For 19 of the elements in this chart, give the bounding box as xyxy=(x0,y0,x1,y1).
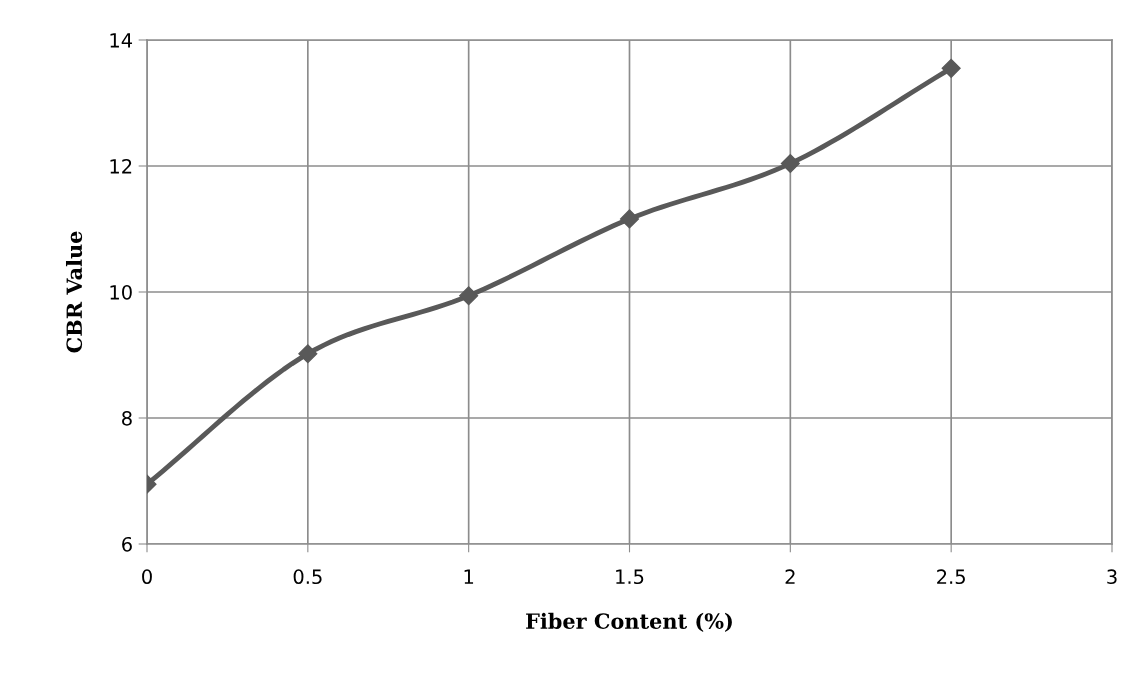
point xyxy=(780,153,800,174)
point xyxy=(459,286,479,306)
y-axis-title: CBR Value xyxy=(65,231,83,353)
y-tick-label: 14 xyxy=(110,33,133,48)
x-tick-label: 0.5 xyxy=(293,569,322,585)
y-tick-label: 8 xyxy=(122,410,132,426)
x-tick-label: 1 xyxy=(464,569,474,584)
point xyxy=(941,58,961,78)
point xyxy=(619,209,640,229)
point xyxy=(298,344,318,364)
x-axis-title: Fiber Content (%) xyxy=(526,612,732,632)
x-tick-label: 0 xyxy=(142,569,152,585)
y-tick-label: 12 xyxy=(110,158,132,174)
y-tick-label: 6 xyxy=(122,536,132,552)
x-tick-label: 2 xyxy=(785,569,795,584)
y-tick-label: 10 xyxy=(110,284,132,300)
x-tick-label: 3 xyxy=(1107,569,1117,585)
x-tick-label: 1.5 xyxy=(616,569,644,585)
x-tick-label: 2.5 xyxy=(937,569,965,585)
